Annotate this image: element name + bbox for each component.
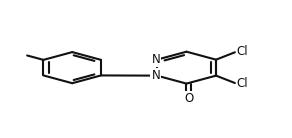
Text: N: N	[152, 53, 160, 66]
Text: O: O	[184, 92, 193, 105]
Text: N: N	[152, 69, 160, 82]
Text: Cl: Cl	[237, 45, 248, 58]
Text: Cl: Cl	[237, 77, 248, 90]
